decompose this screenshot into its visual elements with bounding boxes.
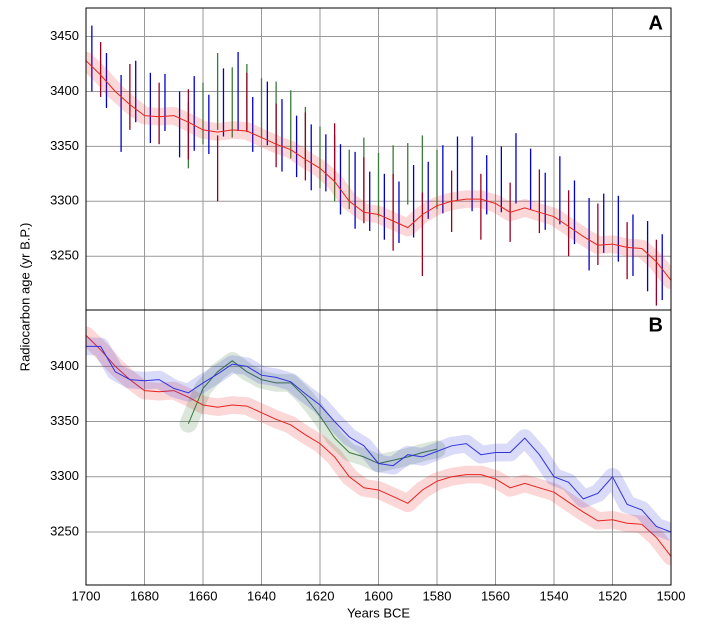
- y-tick-label: 3300: [50, 468, 79, 483]
- x-tick-label: 1680: [130, 588, 159, 603]
- x-tick-label: 1640: [247, 588, 276, 603]
- y-tick-label: 3350: [50, 413, 79, 428]
- panel: [86, 310, 671, 585]
- y-tick-label: 3400: [50, 83, 79, 98]
- x-tick-label: 1540: [540, 588, 569, 603]
- y-tick-label: 3300: [50, 193, 79, 208]
- x-axis-label: Years BCE: [347, 605, 410, 620]
- x-tick-label: 1660: [189, 588, 218, 603]
- x-tick-label: 1520: [598, 588, 627, 603]
- x-tick-label: 1560: [481, 588, 510, 603]
- x-tick-label: 1600: [364, 588, 393, 603]
- panel-label: A: [649, 12, 663, 34]
- frame: [85, 309, 672, 586]
- x-tick-label: 1620: [306, 588, 335, 603]
- line: [86, 335, 671, 557]
- y-tick-label: 3350: [50, 138, 79, 153]
- panel: [86, 8, 671, 310]
- panel-label: B: [649, 314, 663, 336]
- line: [187, 360, 438, 465]
- x-tick-label: 1700: [72, 588, 101, 603]
- x-tick-label: 1500: [657, 588, 686, 603]
- line: [86, 60, 671, 281]
- line: [86, 345, 671, 533]
- x-tick-label: 1580: [423, 588, 452, 603]
- y-tick-label: 3400: [50, 358, 79, 373]
- y-axis-label: Radiocarbon age (yr B.P.): [17, 223, 32, 372]
- y-tick-label: 3450: [50, 28, 79, 43]
- y-tick-label: 3250: [50, 523, 79, 538]
- y-tick-label: 3250: [50, 248, 79, 263]
